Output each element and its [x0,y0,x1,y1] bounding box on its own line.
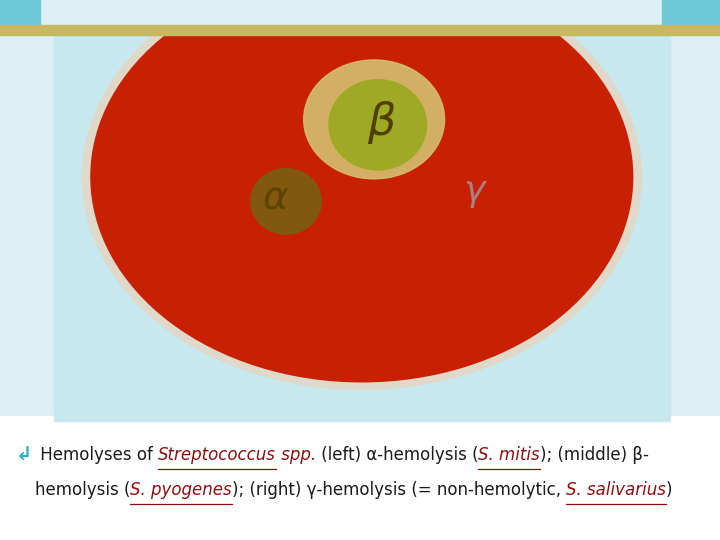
Text: $\alpha$: $\alpha$ [261,178,289,217]
Text: spp.: spp. [276,446,315,463]
Text: S. mitis: S. mitis [478,446,540,463]
Ellipse shape [251,168,321,234]
Bar [0,416,720,540]
Text: Hemolyses of: Hemolyses of [35,446,158,463]
Text: S. pyogenes: S. pyogenes [130,481,232,498]
Text: ); (right) γ-hemolysis (= non-hemolytic,: ); (right) γ-hemolysis (= non-hemolytic, [232,481,566,498]
Ellipse shape [304,60,444,179]
Ellipse shape [82,0,642,389]
Bar [662,0,720,32]
Bar [0,0,40,32]
Bar [0,0,720,443]
Text: S. salivarius: S. salivarius [566,481,666,498]
Ellipse shape [329,80,426,170]
Text: (left) α-hemolysis (: (left) α-hemolysis ( [315,446,478,463]
Bar [0,25,720,35]
Text: ): ) [666,481,672,498]
Ellipse shape [91,0,633,382]
Text: Streptococcus: Streptococcus [158,446,276,463]
Text: $\gamma$: $\gamma$ [463,176,488,210]
Text: ↲: ↲ [16,446,32,464]
Text: ); (middle) β-: ); (middle) β- [540,446,649,463]
Text: $\beta$: $\beta$ [366,99,396,146]
Bar [54,27,670,421]
Text: hemolysis (: hemolysis ( [35,481,130,498]
